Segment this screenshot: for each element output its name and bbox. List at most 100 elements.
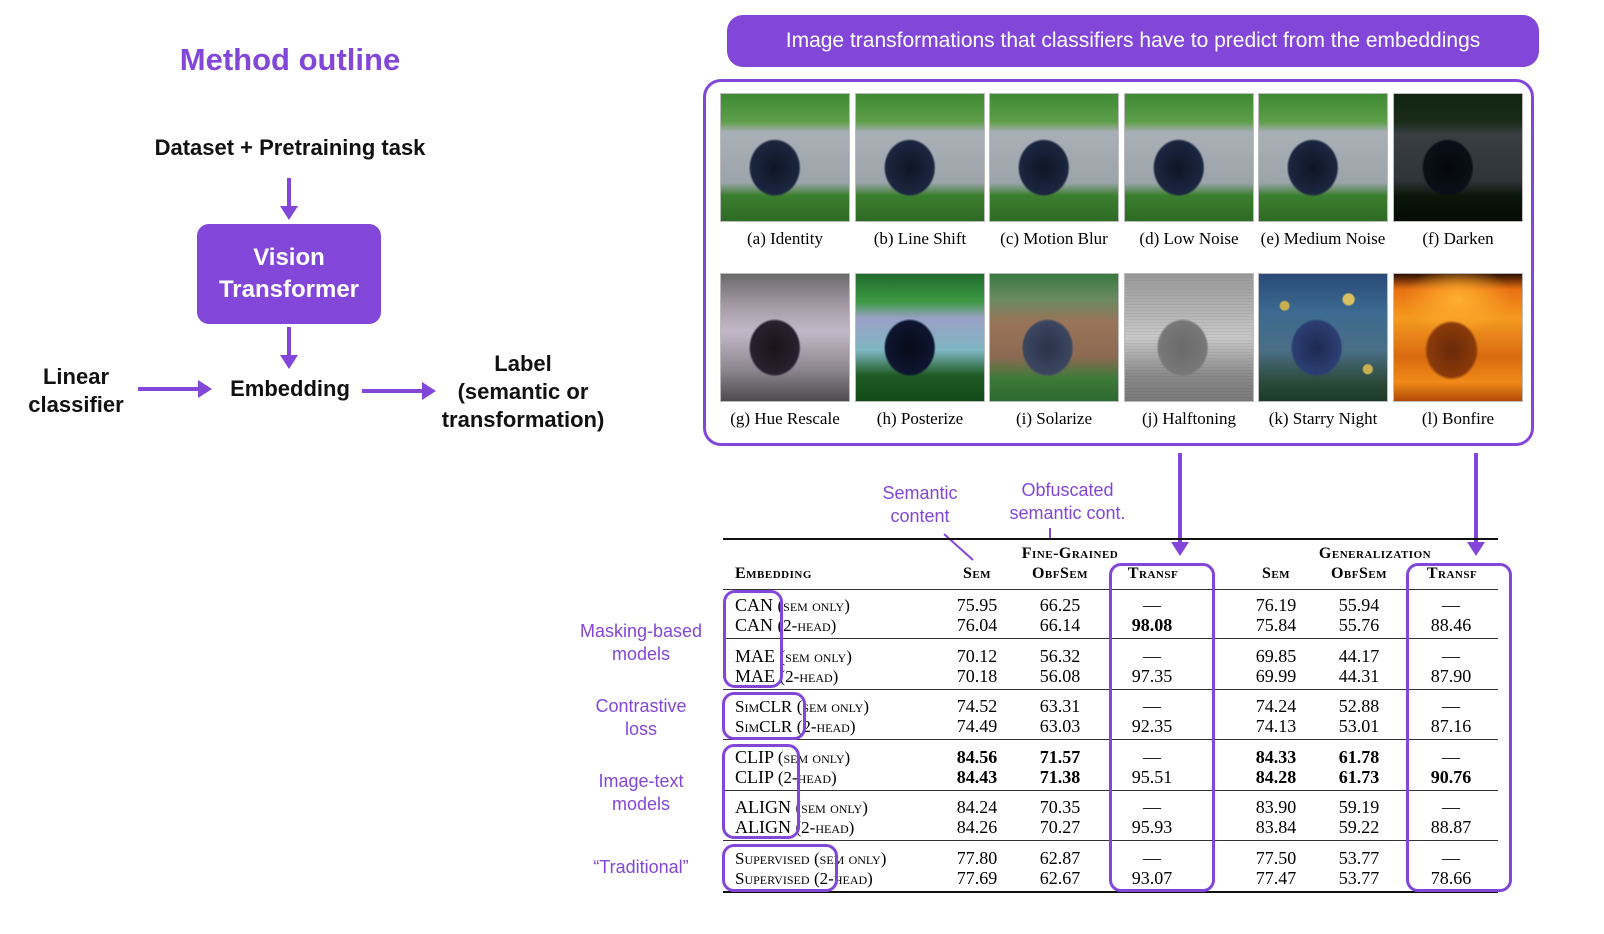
cell-g-sem: 74.13 bbox=[1255, 716, 1297, 737]
model-name: CAN bbox=[735, 615, 774, 635]
group-label-masking: Masking-based models bbox=[561, 620, 721, 666]
linear-line1: Linear bbox=[42, 364, 110, 389]
table-row-embedding: CAN (sem only) bbox=[735, 595, 850, 616]
cell-fg-obf: 71.57 bbox=[1039, 746, 1081, 767]
cell-fg-sem: 84.26 bbox=[956, 817, 998, 838]
table-row-embedding: CAN (2-head) bbox=[735, 615, 836, 636]
cell-fg-sem: 74.49 bbox=[956, 716, 998, 737]
imagetext-line1: Image-text bbox=[598, 771, 684, 791]
transform-image-k-starry-night bbox=[1258, 273, 1388, 402]
cell-fg-obf: 66.25 bbox=[1039, 595, 1081, 615]
embedding-label: Embedding bbox=[230, 376, 350, 401]
cell-fg-sem: 84.24 bbox=[956, 797, 998, 818]
model-variant: (sem only) bbox=[796, 697, 870, 717]
model-variant: (sem only) bbox=[779, 646, 852, 666]
arrow-grid-to-fg-transf bbox=[1178, 453, 1182, 543]
cell-fg-tr: 92.35 bbox=[1131, 716, 1173, 737]
transformations-banner: Image transformations that classifiers h… bbox=[727, 15, 1539, 67]
transform-caption: (e) Medium Noise bbox=[1260, 229, 1386, 248]
model-name: MAE bbox=[735, 665, 775, 686]
cell-g-sem: 69.85 bbox=[1255, 645, 1297, 666]
cell-fg-obf: 71.38 bbox=[1039, 766, 1081, 787]
header-fg-obfsem: ObfSem bbox=[1031, 565, 1089, 582]
model-name: CLIP bbox=[735, 746, 774, 767]
cell-fg-obf: 62.67 bbox=[1039, 868, 1081, 888]
semantic-line1: Semantic bbox=[882, 483, 958, 503]
model-name: Supervised bbox=[735, 849, 810, 868]
transformations-grid-box bbox=[703, 79, 1534, 446]
highlight-gen-transf-column bbox=[1406, 563, 1512, 892]
model-variant: (2-head) bbox=[777, 767, 837, 787]
model-name: ALIGN bbox=[735, 797, 791, 818]
header-embedding: Embedding bbox=[735, 565, 812, 582]
model-name: MAE bbox=[735, 645, 775, 666]
transform-image-l-bonfire bbox=[1393, 273, 1523, 402]
cell-g-obf: 61.78 bbox=[1338, 746, 1380, 767]
cell-fg-obf: 63.03 bbox=[1039, 716, 1081, 737]
arrow-head-down-icon bbox=[280, 355, 298, 369]
cell-g-sem: 84.33 bbox=[1255, 746, 1297, 767]
table-row-embedding: ALIGN (sem only) bbox=[735, 797, 868, 818]
model-name: CLIP bbox=[735, 766, 774, 787]
cell-fg-sem: 84.56 bbox=[956, 746, 998, 767]
vision-transformer-box: Vision Transformer bbox=[197, 224, 381, 324]
cell-g-tr: 88.87 bbox=[1430, 817, 1472, 838]
masking-line1: Masking-based bbox=[579, 621, 703, 641]
label-line1: Label bbox=[494, 351, 552, 376]
model-variant: (sem only) bbox=[777, 596, 850, 615]
label-line2: (semantic or bbox=[457, 379, 589, 404]
table-row-embedding: ALIGN (2-head) bbox=[735, 817, 854, 838]
header-gen-transf: Transf bbox=[1426, 565, 1478, 582]
highlight-masking-models bbox=[723, 590, 783, 688]
semantic-pointer-line bbox=[943, 533, 974, 561]
transform-image-c-motion-blur bbox=[989, 93, 1119, 222]
header-gen-sem: Sem bbox=[1261, 565, 1291, 582]
semantic-line2: content bbox=[890, 506, 950, 526]
arrow-grid-to-gen-transf bbox=[1474, 453, 1478, 543]
cell-fg-obf: 62.87 bbox=[1039, 848, 1081, 868]
cell-g-tr: — bbox=[1442, 595, 1460, 615]
transform-image-b-line-shift bbox=[855, 93, 985, 222]
cell-g-obf: 61.73 bbox=[1338, 766, 1380, 787]
cell-g-sem: 77.47 bbox=[1255, 868, 1297, 888]
cell-g-obf: 52.88 bbox=[1338, 696, 1380, 717]
cell-fg-sem: 74.52 bbox=[956, 696, 998, 717]
method-outline-title: Method outline bbox=[179, 42, 401, 77]
model-variant: (2-head) bbox=[795, 818, 855, 838]
cell-fg-tr: — bbox=[1143, 848, 1161, 868]
table-row-embedding: MAE (sem only) bbox=[735, 646, 852, 667]
contrastive-line1: Contrastive bbox=[595, 696, 687, 716]
cell-g-tr: — bbox=[1442, 746, 1460, 767]
transform-caption: (k) Starry Night bbox=[1268, 409, 1378, 428]
transform-image-e-medium-noise bbox=[1258, 93, 1388, 222]
cell-g-tr: 78.66 bbox=[1430, 868, 1472, 888]
table-row-embedding: SimCLR (2-head) bbox=[735, 716, 856, 737]
cell-g-obf: 59.19 bbox=[1338, 797, 1380, 818]
vit-line1: Vision bbox=[253, 244, 325, 271]
cell-g-obf: 53.77 bbox=[1338, 848, 1380, 868]
cell-fg-tr: — bbox=[1143, 746, 1161, 767]
cell-fg-obf: 56.32 bbox=[1039, 645, 1081, 666]
table-row-embedding: MAE (2-head) bbox=[735, 666, 838, 687]
cell-g-tr: 90.76 bbox=[1430, 766, 1472, 787]
header-fg-transf: Transf bbox=[1127, 565, 1179, 582]
cell-g-sem: 76.19 bbox=[1255, 595, 1297, 615]
transform-caption: (h) Posterize bbox=[876, 409, 964, 428]
cell-fg-obf: 70.27 bbox=[1039, 817, 1081, 838]
header-fine-grained: Fine-Grained bbox=[1021, 545, 1119, 562]
cell-fg-tr: — bbox=[1143, 645, 1161, 666]
linear-classifier-label: Linear classifier bbox=[10, 363, 142, 419]
model-name: ALIGN bbox=[735, 817, 791, 838]
highlight-image-text bbox=[722, 744, 800, 839]
cell-fg-tr: 95.51 bbox=[1131, 766, 1173, 787]
cell-fg-obf: 63.31 bbox=[1039, 696, 1081, 717]
model-name: Supervised bbox=[735, 869, 810, 888]
cell-fg-sem: 77.80 bbox=[956, 848, 998, 868]
obf-line1: Obfuscated bbox=[1021, 480, 1114, 500]
group-label-contrastive: Contrastive loss bbox=[561, 695, 721, 741]
label-line3: transformation) bbox=[441, 407, 605, 432]
cell-fg-tr: 95.93 bbox=[1131, 817, 1173, 838]
cell-fg-obf: 70.35 bbox=[1039, 797, 1081, 818]
model-name: CAN bbox=[735, 595, 774, 615]
cell-fg-sem: 77.69 bbox=[956, 868, 998, 888]
